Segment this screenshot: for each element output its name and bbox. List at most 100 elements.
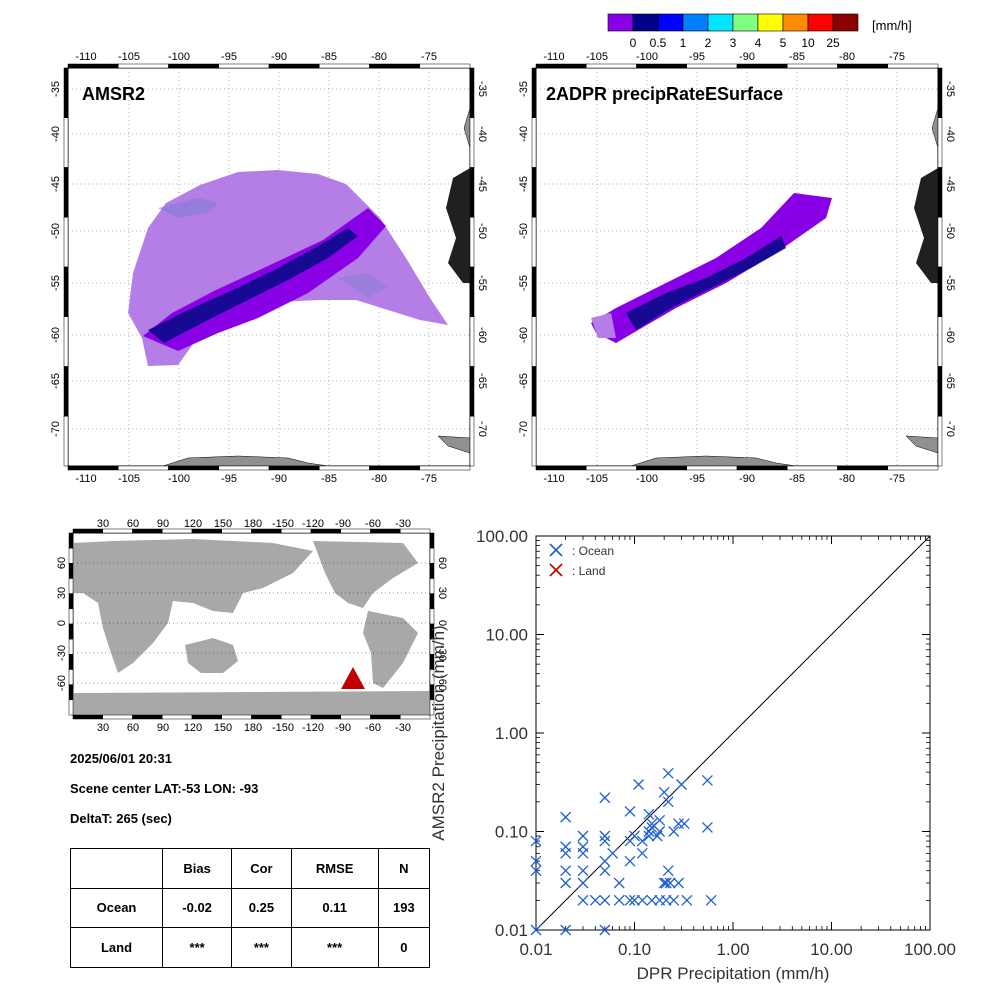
lon-tick-label: -110 (75, 51, 96, 63)
scatter-point (577, 894, 589, 906)
lon-tick-label: -100 (168, 51, 190, 63)
stats-table: Bias Cor RMSE N Ocean -0.02 0.25 0.11 19… (69, 848, 431, 968)
lon-tick-label: 90 (157, 722, 169, 734)
lon-tick-label: -85 (321, 473, 337, 485)
lat-tick-label: -40 (518, 126, 530, 142)
scatter-point (613, 877, 625, 889)
lon-tick-label: -90 (335, 518, 351, 530)
lon-tick-label: -90 (739, 473, 755, 485)
lon-tick-label: -110 (543, 51, 564, 63)
colorbar-tick-label: 25 (826, 36, 840, 50)
scatter-point (530, 865, 542, 877)
scatter-point (530, 924, 542, 936)
scatter-point (613, 894, 625, 906)
colorbar-tick-label: 0 (630, 36, 637, 50)
scatter-point (607, 847, 619, 859)
lat-tick-label: -40 (944, 126, 956, 142)
stats-cell: *** (231, 927, 292, 968)
scatter-point (560, 877, 572, 889)
stats-row-ocean: Ocean -0.02 0.25 0.11 193 (69, 887, 431, 929)
lat-tick-label: -65 (518, 373, 530, 389)
stats-header: Bias (162, 848, 233, 889)
scatter-point (633, 779, 645, 790)
colorbar-tick-label: 0.5 (650, 36, 667, 50)
lon-tick-label: -110 (75, 473, 96, 485)
colorbar-swatch (682, 13, 709, 32)
scatter-point (705, 894, 717, 906)
world-map: 30 30 60 60 90 90 120 120 150 150 180 180 -150 -150 -1… (56, 518, 448, 734)
lat-tick-label: -70 (476, 421, 488, 437)
stats-row-land: Land *** *** *** 0 (69, 927, 431, 968)
scatter-point (660, 877, 672, 889)
amsr2-title: AMSR2 (82, 84, 145, 104)
scatter-point (676, 779, 687, 790)
x-axis-label: DPR Precipitation (mm/h) (637, 964, 830, 983)
lat-tick-label: -65 (944, 373, 956, 389)
dpr-map: -110 -110 -105 -105 -100 -100 -95 -95 -90 -90 -85 -… (518, 51, 956, 485)
lon-tick-label: -80 (371, 51, 387, 63)
lat-tick-label: -50 (944, 223, 956, 239)
scatter-point (654, 814, 666, 826)
scatter-point (560, 811, 572, 823)
stats-cell: *** (162, 927, 233, 968)
scatter-point (654, 826, 666, 837)
stats-cell: 0 (377, 927, 431, 968)
scatter-plot: 0.010.01 0.10 0.10 1.00 1.00 10.00 10.00 100.00… (429, 527, 956, 983)
scatter-point (599, 835, 611, 847)
scene-center: Scene center LAT:-53 LON: -93 (70, 781, 259, 796)
lat-tick-label: 60 (436, 557, 448, 569)
legend-label: : Ocean (572, 544, 614, 558)
colorbar-tick-label: 3 (730, 36, 737, 50)
scatter-point (624, 805, 636, 817)
stats-header-row: Bias Cor RMSE N (69, 848, 431, 889)
stats-cell: Land (69, 927, 164, 968)
scatter-point (701, 774, 713, 786)
x-tick-label: 100.00 (904, 940, 956, 959)
lat-tick-label: -45 (944, 176, 956, 192)
scatter-point (681, 894, 693, 906)
scatter-point (577, 847, 589, 859)
y-axis-label: AMSR2 Precipitation (mm/h) (429, 625, 448, 840)
lat-tick-label: -60 (436, 675, 448, 691)
lon-tick-label: -90 (335, 722, 351, 734)
stats-cell: Ocean (69, 887, 164, 929)
lon-tick-label: -95 (221, 51, 237, 63)
scatter-point (673, 818, 685, 830)
lat-tick-label: -30 (56, 645, 68, 661)
lon-tick-label: 120 (184, 722, 202, 734)
lon-tick-label: -30 (395, 518, 411, 530)
scatter-point (599, 894, 611, 906)
lat-tick-label: -35 (50, 81, 62, 97)
stats-header: N (377, 848, 431, 889)
lon-tick-label: -30 (395, 722, 411, 734)
scatter-point (701, 821, 713, 833)
colorbar-tick-label: 10 (801, 36, 815, 50)
lat-tick-label: -35 (518, 81, 530, 97)
lon-tick-label: -150 (272, 518, 294, 530)
lat-tick-label: 30 (436, 587, 448, 599)
colorbar-swatch (707, 13, 734, 32)
scatter-point (599, 865, 611, 877)
scatter-point (530, 835, 542, 847)
scatter-point (636, 835, 648, 847)
stats-cell: -0.02 (162, 887, 233, 929)
scatter-point (636, 847, 648, 859)
scatter-point (662, 796, 674, 808)
lat-tick-label: 60 (56, 557, 68, 569)
lat-tick-label: -60 (50, 327, 62, 343)
scatter-point (636, 894, 648, 906)
lon-tick-label: 180 (244, 518, 262, 530)
lon-tick-label: 150 (214, 722, 232, 734)
lat-tick-label: -50 (50, 223, 62, 239)
lat-tick-label: -65 (476, 373, 488, 389)
lon-tick-label: -75 (889, 473, 905, 485)
scatter-point (560, 847, 572, 859)
x-tick-label: 0.01 (519, 940, 552, 959)
scene-deltat: DeltaT: 265 (sec) (70, 811, 172, 826)
stats-cell: 0.11 (290, 887, 379, 929)
lon-tick-label: -90 (739, 51, 755, 63)
lon-tick-label: 90 (157, 518, 169, 530)
legend-entry: : Land (549, 563, 605, 578)
lon-tick-label: -110 (543, 473, 564, 485)
colorbar-tick-label: 2 (705, 36, 712, 50)
